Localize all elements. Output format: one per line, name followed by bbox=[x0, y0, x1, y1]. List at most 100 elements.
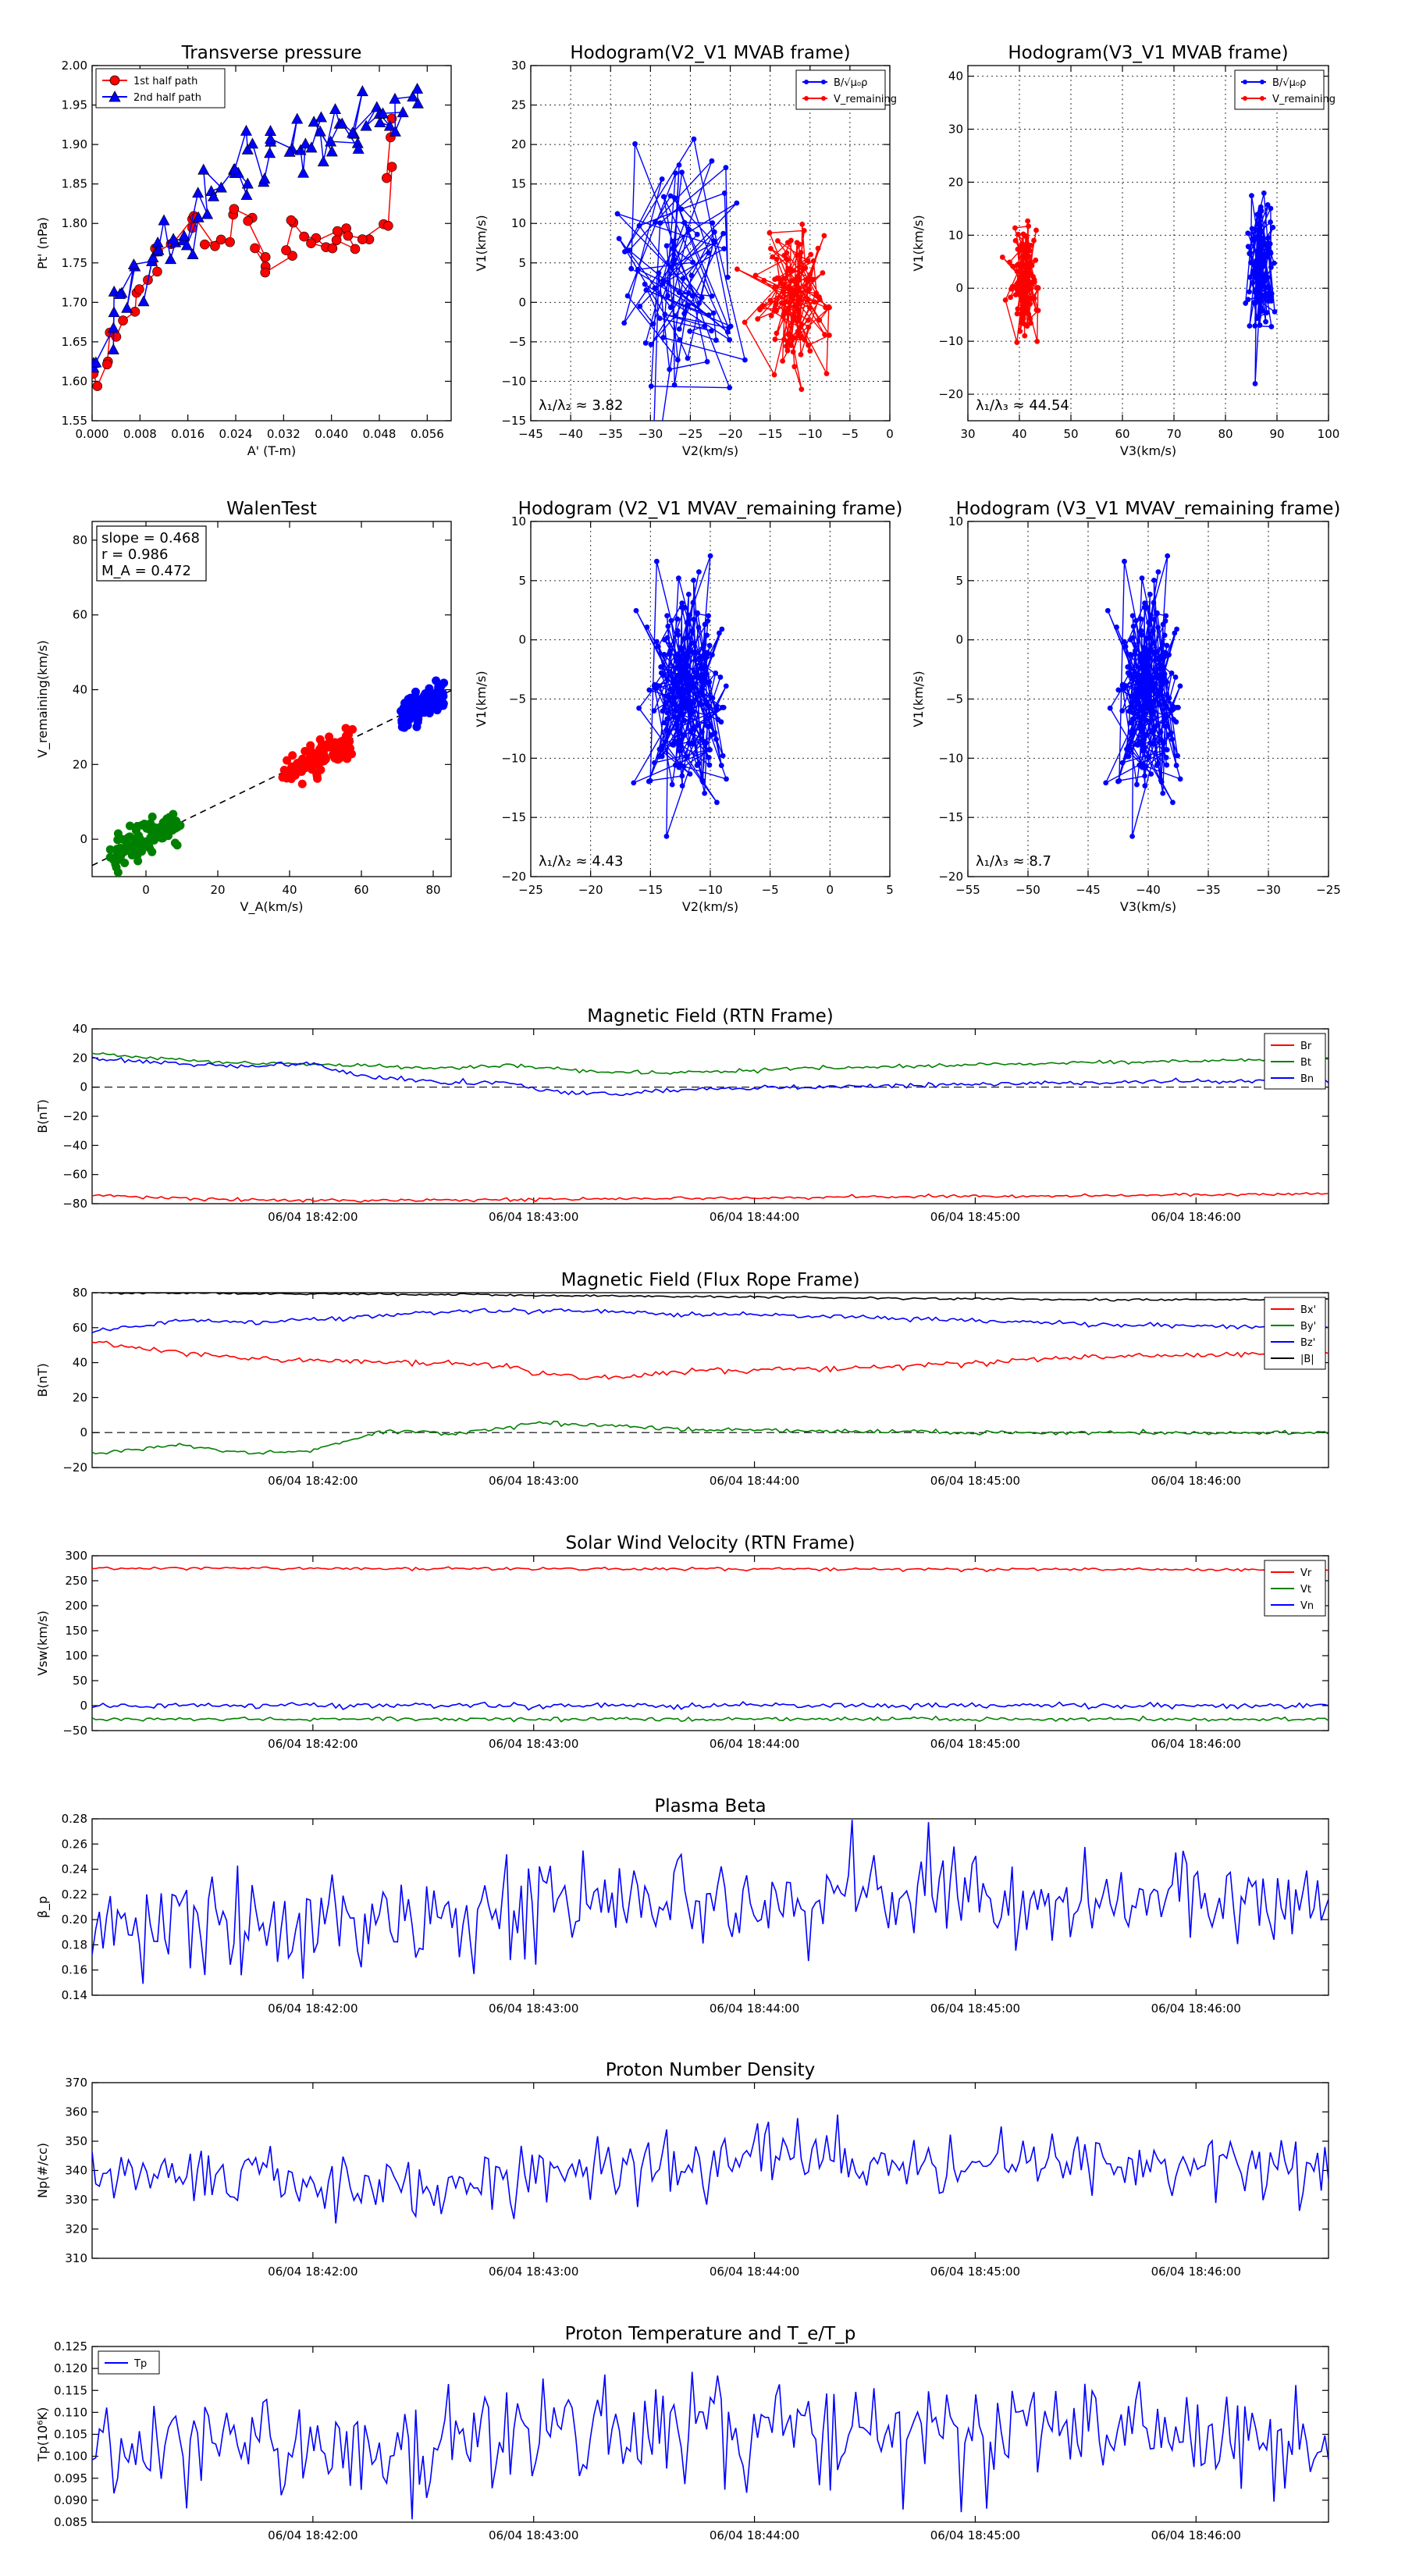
data-point bbox=[794, 290, 799, 297]
data-point bbox=[772, 336, 778, 343]
plot-frame bbox=[91, 2346, 1329, 2523]
data-point bbox=[306, 238, 316, 248]
legend-marker bbox=[109, 75, 120, 86]
y-tick-label: −80 bbox=[62, 1197, 87, 1211]
y-tick-label: 0 bbox=[80, 832, 87, 846]
y-tick-label: −10 bbox=[501, 374, 526, 388]
data-point bbox=[1142, 600, 1147, 607]
data-point bbox=[667, 264, 674, 270]
data-point bbox=[664, 676, 670, 682]
data-point bbox=[1133, 686, 1139, 692]
data-point bbox=[795, 252, 801, 258]
y-tick-label: 0.100 bbox=[54, 2450, 87, 2464]
data-point bbox=[1028, 320, 1033, 326]
data-point bbox=[681, 635, 688, 642]
legend-marker bbox=[1243, 80, 1247, 84]
data-point bbox=[663, 700, 669, 706]
y-tick-label: 0 bbox=[955, 281, 963, 295]
data-point bbox=[755, 316, 761, 322]
data-point bbox=[702, 790, 708, 796]
legend-label: Vr bbox=[1300, 1567, 1312, 1579]
x-axis-label: V3(km/s) bbox=[1120, 443, 1176, 458]
data-point bbox=[805, 258, 811, 264]
data-point bbox=[676, 162, 682, 168]
data-point bbox=[360, 119, 372, 131]
data-point bbox=[790, 349, 796, 355]
data-point bbox=[671, 702, 678, 708]
x-tick-label: 60 bbox=[1115, 427, 1129, 441]
plot-area bbox=[631, 553, 729, 839]
x-tick-label: −20 bbox=[578, 883, 603, 897]
data-point bbox=[1146, 754, 1152, 760]
legend-label: Bn bbox=[1300, 1073, 1314, 1085]
data-point bbox=[727, 323, 734, 329]
plot-area bbox=[999, 190, 1278, 386]
data-point bbox=[718, 763, 724, 768]
x-tick-label: 5 bbox=[886, 883, 894, 897]
data-point bbox=[1028, 262, 1034, 269]
x-tick-label: 06/04 18:44:00 bbox=[710, 2265, 799, 2279]
data-point bbox=[331, 749, 340, 759]
data-point bbox=[659, 743, 665, 749]
y-axis-label: B(nT) bbox=[35, 1099, 50, 1133]
data-point bbox=[796, 309, 802, 315]
legend: Br Bt Bn bbox=[1264, 1033, 1326, 1090]
data-point bbox=[1261, 274, 1267, 280]
data-point bbox=[1155, 760, 1161, 767]
data-point bbox=[706, 312, 712, 318]
data-point bbox=[1130, 623, 1136, 629]
y-tick-label: 0.26 bbox=[62, 1837, 87, 1851]
y-tick-label: 1.95 bbox=[62, 98, 87, 112]
data-point bbox=[652, 285, 658, 291]
data-point bbox=[699, 688, 705, 695]
x-tick-label: 06/04 18:43:00 bbox=[489, 1737, 578, 1751]
legend-label: B/√μ₀ρ bbox=[1272, 77, 1306, 89]
data-point bbox=[108, 306, 120, 318]
chart-tp2: 0.085 0.090 0.095 0.100 0.105 0.110 0.115 0.120… bbox=[35, 2324, 1329, 2542]
x-tick-label: 0.048 bbox=[363, 427, 397, 441]
data-point bbox=[1138, 616, 1144, 622]
data-point bbox=[689, 649, 695, 655]
data-point bbox=[386, 162, 397, 172]
data-point bbox=[658, 664, 664, 670]
data-point bbox=[646, 778, 652, 785]
data-point bbox=[1026, 311, 1032, 317]
data-point bbox=[1243, 301, 1249, 306]
data-point bbox=[614, 211, 621, 217]
data-point bbox=[636, 705, 642, 711]
data-point bbox=[324, 738, 333, 748]
plot-frame bbox=[91, 65, 452, 422]
y-tick-label: 0.22 bbox=[62, 1888, 87, 1902]
data-point bbox=[704, 699, 710, 706]
data-point bbox=[791, 364, 798, 370]
x-tick-label: 06/04 18:42:00 bbox=[268, 1474, 357, 1488]
data-point bbox=[650, 321, 656, 327]
plot-frame bbox=[967, 65, 1329, 422]
annotation-line: r = 0.986 bbox=[101, 546, 168, 563]
y-axis-label: V1(km/s) bbox=[911, 215, 926, 271]
data-point bbox=[803, 277, 809, 283]
chart-title: Solar Wind Velocity (RTN Frame) bbox=[565, 1533, 855, 1553]
data-point bbox=[691, 617, 697, 622]
data-point bbox=[1126, 743, 1131, 749]
data-point bbox=[795, 286, 801, 292]
data-point bbox=[813, 292, 820, 298]
data-point bbox=[439, 699, 448, 708]
y-tick-label: 5 bbox=[955, 574, 963, 588]
data-point bbox=[680, 703, 686, 710]
data-point bbox=[644, 624, 650, 630]
x-tick-label: −40 bbox=[558, 427, 583, 441]
data-point bbox=[325, 145, 338, 157]
x-tick-label: 06/04 18:46:00 bbox=[1151, 1474, 1241, 1488]
data-point bbox=[1019, 241, 1025, 247]
x-tick-label: 06/04 18:46:00 bbox=[1151, 2265, 1241, 2279]
x-tick-label: 06/04 18:44:00 bbox=[710, 1474, 799, 1488]
x-tick-label: −10 bbox=[798, 427, 823, 441]
x-axis-label: A' (T-m) bbox=[247, 443, 297, 458]
data-point bbox=[108, 855, 118, 864]
series-line bbox=[92, 1701, 1329, 1711]
data-point bbox=[1122, 558, 1127, 564]
data-point bbox=[668, 617, 674, 624]
legend-label: Br bbox=[1300, 1041, 1312, 1052]
